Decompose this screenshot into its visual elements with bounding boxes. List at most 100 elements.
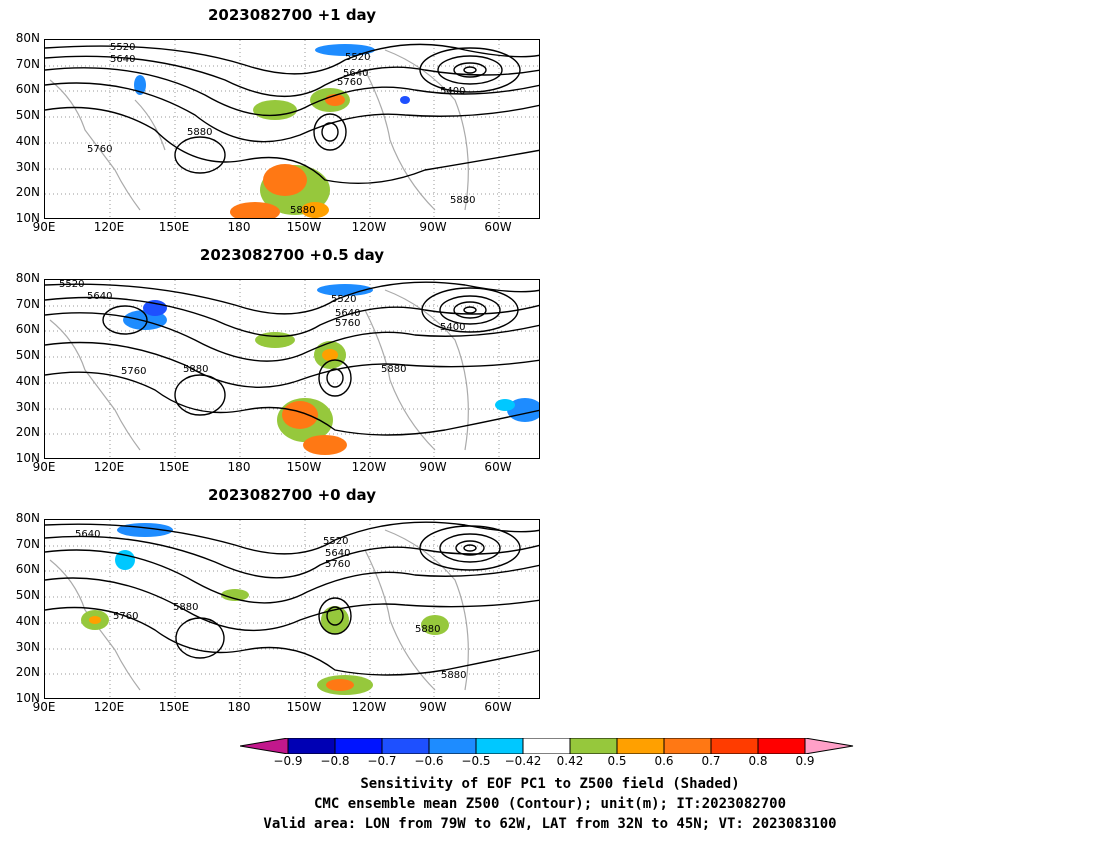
lon-tick-label: 90W [419,460,447,474]
colorbar-tick-label: 0.9 [795,754,815,768]
contour-label: 5880 [290,205,315,216]
lon-tick-label: 120W [351,460,387,474]
contour-label: 5880 [450,195,475,206]
contour-label: 5760 [325,559,350,570]
lat-tick-label: 70N [15,537,40,551]
lon-tick-label: 90E [32,460,56,474]
lat-tick-label: 10N [15,691,40,705]
lon-tick-label: 120W [351,220,387,234]
colorbar-segment [616,738,665,754]
lon-tick-label: 120W [351,700,387,714]
lat-tick-label: 60N [15,562,40,576]
colorbar-tick-label: 0.8 [748,754,768,768]
lat-tick-label: 50N [15,588,40,602]
lon-tick-label: 180 [227,700,251,714]
lon-tick-label: 150E [158,460,190,474]
lat-tick-label: 60N [15,322,40,336]
lat-tick-label: 10N [15,451,40,465]
contour-label: 5640 [87,291,112,302]
contour-labels: 5520 5640 5520 5640 5760 5400 5880 5760 … [87,42,475,216]
lat-tick-label: 80N [15,31,40,45]
caption-line-1: Sensitivity of EOF PC1 to Z500 field (Sh… [360,776,740,792]
lon-tick-label: 90E [32,700,56,714]
lat-tick-label: 60N [15,82,40,96]
lon-tick-label: 90W [419,220,447,234]
lat-tick-label: 10N [15,211,40,225]
lat-tick-label: 80N [15,271,40,285]
lat-tick-label: 20N [15,185,40,199]
map-panel-3: 5640 5520 5640 5760 5880 5760 5880 5880 [44,519,540,699]
caption-line-3: Valid area: LON from 79W to 62W, LAT fro… [263,816,837,832]
colorbar-segment [663,738,712,754]
colorbar [240,738,854,754]
contour-label: 5760 [87,144,112,155]
colorbar-tick-label: −0.7 [367,754,397,768]
contour-label: 5640 [75,529,100,540]
contour-labels: 5520 5640 5520 5640 5760 5400 5760 5880 … [59,280,465,377]
contour-label: 5400 [440,322,465,333]
contour-label: 5760 [121,366,146,377]
lat-tick-label: 20N [15,425,40,439]
lat-tick-label: 50N [15,108,40,122]
lat-tick-label: 40N [15,614,40,628]
shading [134,44,410,218]
lat-tick-label: 40N [15,134,40,148]
lon-tick-label: 90W [419,700,447,714]
colorbar-segment [757,738,806,754]
contour-label: 5520 [345,52,370,63]
contour-labels: 5640 5520 5640 5760 5880 5760 5880 5880 [75,529,466,681]
colorbar-segment [334,738,383,754]
colorbar-tick-label: 0.6 [654,754,674,768]
map-panel-1-graphics: 5520 5640 5520 5640 5760 5400 5880 5760 … [45,40,539,218]
lon-tick-label: 150W [286,220,322,234]
contour-label: 5520 [323,536,348,547]
colorbar-segment [710,738,759,754]
lon-tick-label: 180 [227,220,251,234]
lon-tick-label: 120E [93,460,125,474]
map-panel-3-graphics: 5640 5520 5640 5760 5880 5760 5880 5880 [45,520,539,698]
contour-label: 5520 [59,280,84,290]
lon-tick-label: 120E [93,220,125,234]
contour-label: 5760 [335,318,360,329]
contours [45,521,539,676]
colorbar-segment [287,738,336,754]
coastlines [49,529,469,691]
lat-tick-label: 70N [15,57,40,71]
colorbar-segment [428,738,477,754]
colorbar-tick-label: −0.5 [461,754,491,768]
shading [123,284,539,455]
colorbar-segment [240,738,289,754]
lon-tick-label: 60W [484,460,512,474]
map-panel-1: 5520 5640 5520 5640 5760 5400 5880 5760 … [44,39,540,219]
contour-label: 5760 [113,611,138,622]
lon-tick-label: 90E [32,220,56,234]
map-panel-2: 5520 5640 5520 5640 5760 5400 5760 5880 … [44,279,540,459]
colorbar-segment [569,738,618,754]
colorbar-segment [475,738,524,754]
colorbar-segment [381,738,430,754]
contours [45,43,539,185]
contour-label: 5640 [335,308,360,319]
map-panel-2-graphics: 5520 5640 5520 5640 5760 5400 5760 5880 … [45,280,539,458]
contour-label: 5880 [415,624,440,635]
lat-tick-label: 50N [15,348,40,362]
contour-label: 5880 [441,670,466,681]
contour-label: 5880 [183,364,208,375]
lat-tick-label: 80N [15,511,40,525]
colorbar-tick-label: −0.6 [414,754,444,768]
lon-tick-label: 60W [484,220,512,234]
lon-tick-label: 150W [286,700,322,714]
panel-3-title: 2023082700 +0 day [208,486,376,504]
contour-label: 5400 [440,86,465,97]
contours [45,281,539,436]
contour-label: 5880 [187,127,212,138]
colorbar-tick-label: 0.5 [607,754,627,768]
lat-tick-label: 30N [15,640,40,654]
panel-2-title: 2023082700 +0.5 day [199,246,385,264]
panel-1-title: 2023082700 +1 day [208,6,376,24]
lon-tick-label: 60W [484,700,512,714]
lon-tick-label: 150W [286,460,322,474]
colorbar-tick-label: −0.9 [273,754,303,768]
contour-label: 5520 [331,294,356,305]
coastlines [49,49,469,211]
